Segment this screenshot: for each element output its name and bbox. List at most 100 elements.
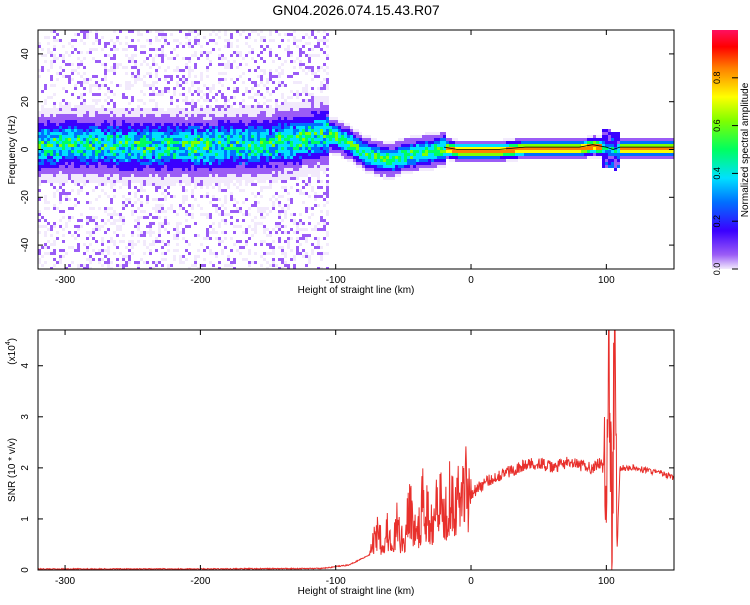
heatmap-cell <box>158 111 161 114</box>
heatmap-cell <box>308 117 311 120</box>
heatmap-cell <box>113 93 116 96</box>
heatmap-cell <box>161 210 164 213</box>
heatmap-cell <box>56 78 59 81</box>
heatmap-cell <box>59 117 62 120</box>
heatmap-cell <box>290 186 293 189</box>
heatmap-cell <box>113 120 116 123</box>
heatmap-cell <box>320 84 323 87</box>
heatmap-cell <box>155 186 158 189</box>
heatmap-cell <box>284 240 287 243</box>
heatmap-cell <box>443 153 446 156</box>
heatmap-cell <box>455 153 458 156</box>
heatmap-cell <box>104 72 107 75</box>
heatmap-cell <box>284 120 287 123</box>
heatmap-cell <box>191 102 194 105</box>
heatmap-cell <box>233 129 236 132</box>
heatmap-cell <box>137 135 140 138</box>
heatmap-cell <box>248 147 251 150</box>
heatmap-cell <box>281 219 284 222</box>
heatmap-cell <box>290 33 293 36</box>
heatmap-cell <box>116 174 119 177</box>
heatmap-cell <box>194 129 197 132</box>
heatmap-cell <box>317 162 320 165</box>
heatmap-cell <box>167 138 170 141</box>
heatmap-cell <box>293 129 296 132</box>
heatmap-cell <box>38 174 41 177</box>
heatmap-cell <box>155 216 158 219</box>
heatmap-cell <box>245 156 248 159</box>
heatmap-cell <box>164 114 167 117</box>
heatmap-cell <box>92 153 95 156</box>
heatmap-cell <box>74 87 77 90</box>
heatmap-cell <box>164 198 167 201</box>
heatmap-cell <box>281 84 284 87</box>
heatmap-cell <box>230 54 233 57</box>
heatmap-cell <box>158 48 161 51</box>
heatmap-cell <box>233 225 236 228</box>
heatmap-cell <box>134 150 137 153</box>
heatmap-cell <box>200 123 203 126</box>
heatmap-cell <box>341 120 344 123</box>
heatmap-cell <box>266 123 269 126</box>
heatmap-cell <box>152 108 155 111</box>
heatmap-cell <box>224 123 227 126</box>
heatmap-cell <box>62 60 65 63</box>
heatmap-cell <box>233 96 236 99</box>
heatmap-cell <box>272 108 275 111</box>
heatmap-cell <box>443 150 446 153</box>
heatmap-cell <box>317 267 320 269</box>
heatmap-cell <box>413 153 416 156</box>
heatmap-cell <box>314 36 317 39</box>
heatmap-cell <box>320 165 323 168</box>
heatmap-cell <box>68 114 71 117</box>
heatmap-cell <box>248 114 251 117</box>
heatmap-cell <box>257 171 260 174</box>
heatmap-cell <box>68 144 71 147</box>
heatmap-cell <box>365 165 368 168</box>
heatmap-cell <box>113 231 116 234</box>
heatmap-cell <box>53 84 56 87</box>
heatmap-cell <box>131 126 134 129</box>
heatmap-cell <box>182 201 185 204</box>
heatmap-cell <box>407 138 410 141</box>
heatmap-cell <box>218 207 221 210</box>
heatmap-cell <box>353 135 356 138</box>
heatmap-cell <box>455 138 458 141</box>
heatmap-cell <box>110 177 113 180</box>
heatmap-cell <box>164 117 167 120</box>
heatmap-cell <box>98 120 101 123</box>
heatmap-cell <box>101 165 104 168</box>
heatmap-cell <box>77 66 80 69</box>
heatmap-cell <box>308 147 311 150</box>
heatmap-cell <box>77 33 80 36</box>
heatmap-cell <box>260 129 263 132</box>
heatmap-cell <box>194 198 197 201</box>
heatmap-cell <box>401 156 404 159</box>
heatmap-cell <box>260 126 263 129</box>
heatmap-cell <box>368 171 371 174</box>
heatmap-cell <box>422 150 425 153</box>
heatmap-cell <box>113 138 116 141</box>
heatmap-cell <box>257 141 260 144</box>
heatmap-cell <box>224 195 227 198</box>
heatmap-cell <box>260 138 263 141</box>
heatmap-cell <box>311 105 314 108</box>
heatmap-cell <box>197 144 200 147</box>
heatmap-cell <box>149 150 152 153</box>
heatmap-cell <box>167 165 170 168</box>
heatmap-cell <box>254 117 257 120</box>
heatmap-cell <box>236 219 239 222</box>
heatmap-cell <box>92 123 95 126</box>
heatmap-cell <box>38 258 41 261</box>
heatmap-cell <box>107 132 110 135</box>
heatmap-cell <box>47 42 50 45</box>
heatmap-cell <box>317 108 320 111</box>
heatmap-cell <box>293 147 296 150</box>
heatmap-cell <box>413 168 416 171</box>
heatmap-cell <box>260 177 263 180</box>
heatmap-cell <box>86 33 89 36</box>
heatmap-cell <box>266 234 269 237</box>
heatmap-cell <box>110 99 113 102</box>
heatmap-cell <box>227 123 230 126</box>
heatmap-cell <box>224 132 227 135</box>
